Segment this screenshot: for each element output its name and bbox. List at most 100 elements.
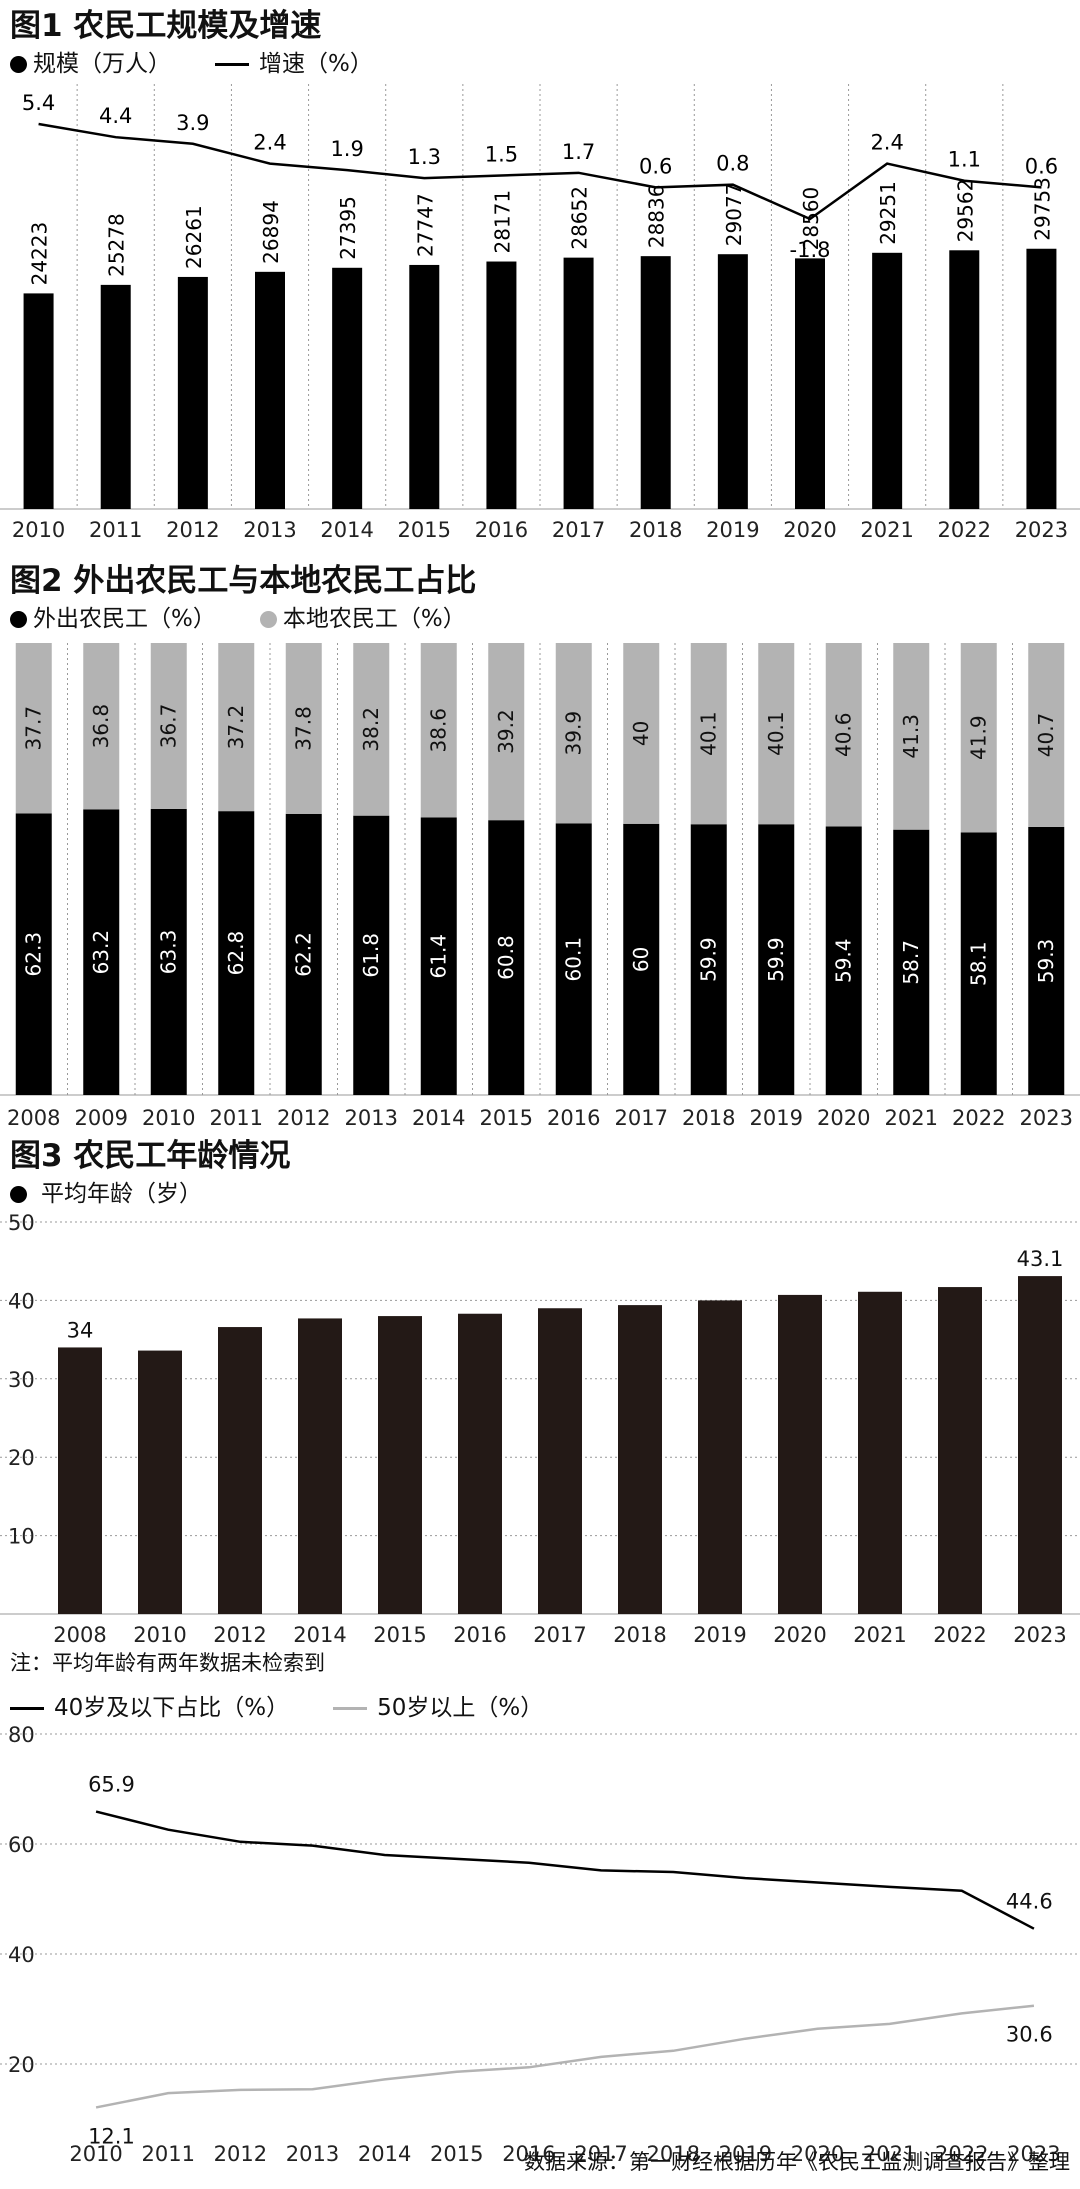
fig3-panel: 图3 农民工年龄情况 平均年龄（岁） 10 20 30 40 50 2008 34 2010 2… (0, 1130, 1080, 1690)
bar-value-label: 41.3 (899, 714, 923, 759)
x-tick-label: 2015 (398, 518, 451, 542)
bar (138, 1350, 182, 1614)
series-line (95, 1810, 1035, 1930)
line-value-label: 30.6 (1006, 2023, 1053, 2047)
bar (298, 1318, 342, 1614)
x-tick-label: 2012 (214, 2142, 267, 2166)
line-value-label: 1.9 (330, 137, 363, 161)
fig2-legend-a: 外出农民工（%） (10, 605, 216, 633)
y-tick-label: 50 (8, 1211, 35, 1235)
bar-local (15, 643, 52, 814)
x-tick-label: 2022 (933, 1623, 986, 1647)
bar (618, 1305, 662, 1614)
x-tick-label: 2021 (860, 518, 913, 542)
bar (858, 1291, 902, 1614)
bar-outgoing (15, 813, 52, 1095)
fig2-chart: 62.3 37.7 2008 63.2 36.8 2009 63.3 36.7 2010 62.8… (0, 643, 1080, 1130)
fig2-panel: 图2 外出农民工与本地农民工占比 外出农民工（%） 本地农民工（%） 62.3 3… (0, 555, 1080, 1130)
bar-value-label: 36.8 (89, 704, 113, 749)
x-tick-label: 2016 (453, 1623, 506, 1647)
x-tick-label: 2019 (693, 1623, 746, 1647)
y-tick-label: 40 (8, 1943, 35, 1967)
fig3-note: 注：平均年龄有两年数据未检索到 (10, 1651, 325, 1675)
bar-local (285, 643, 322, 814)
bar-value-label: 38.2 (359, 707, 383, 752)
fig4-legend-a-label: 40岁及以下占比（%） (54, 1695, 290, 1721)
bar-value-label: 40.1 (764, 711, 788, 756)
fig2-legend-b-label: 本地农民工（%） (282, 606, 466, 632)
x-tick-label: 2019 (750, 1106, 803, 1130)
bar-value-label: 58.1 (967, 941, 991, 986)
fig4-chart: 20 40 60 80 2010 2011 2012 2013 2014 2015 2016 2017… (0, 1723, 1080, 2166)
bar (538, 1308, 582, 1614)
bar-value-label: 62.2 (292, 932, 316, 977)
bar (409, 264, 440, 509)
x-tick-label: 2020 (817, 1106, 870, 1130)
bar-value-label: 37.2 (224, 705, 248, 750)
x-tick-label: 2021 (853, 1623, 906, 1647)
bar-value-label: 60 (629, 947, 653, 972)
bar-value-label: 28171 (490, 190, 514, 254)
line-value-label: 44.6 (1006, 1890, 1053, 1914)
fig1-legend-bar: 规模（万人） (10, 50, 171, 78)
x-tick-label: 2022 (952, 1106, 1005, 1130)
bar-local (83, 643, 120, 810)
x-tick-label: 2013 (286, 2142, 339, 2166)
y-tick-label: 20 (8, 2053, 35, 2077)
x-tick-label: 2014 (412, 1106, 465, 1130)
x-tick-label: 2020 (773, 1623, 826, 1647)
x-tick-label: 2017 (533, 1623, 586, 1647)
bar-value-label: 29562 (953, 179, 977, 243)
legend-line-icon (333, 1706, 368, 1710)
bar (177, 276, 208, 509)
bar-local (555, 643, 592, 824)
fig4-legend: 40岁及以下占比（%） 50岁以上（%） (10, 1694, 587, 1722)
legend-dot-icon (10, 55, 27, 73)
line-value-label: 65.9 (88, 1773, 135, 1797)
line-value-label: 2.4 (253, 131, 286, 155)
fig2-legend-b: 本地农民工（%） (259, 605, 466, 633)
x-tick-label: 2023 (1020, 1106, 1073, 1130)
x-tick-label: 2023 (1015, 518, 1068, 542)
bar (458, 1313, 502, 1614)
x-tick-label: 2008 (7, 1106, 60, 1130)
source-note: 数据来源：第一财经根据历年《农民工监测调查报告》整理 (524, 2150, 1070, 2174)
x-tick-label: 2011 (210, 1106, 263, 1130)
growth-line (38, 122, 1042, 221)
line-value-label: 1.1 (948, 148, 981, 172)
bar (698, 1300, 742, 1614)
bar (332, 267, 363, 509)
x-tick-label: 2017 (615, 1106, 668, 1130)
bar-outgoing (758, 824, 795, 1095)
line-value-label: 1.7 (562, 140, 595, 164)
y-tick-label: 40 (8, 1289, 35, 1313)
bar-outgoing (83, 809, 120, 1095)
bar-value-label: 37.7 (22, 706, 46, 751)
x-tick-label: 2021 (863, 2142, 916, 2166)
bar-value-label: 59.3 (1034, 939, 1058, 984)
x-tick-label: 2023 (1013, 1623, 1066, 1647)
bar-outgoing (150, 808, 187, 1095)
line-value-label: 0.8 (716, 152, 749, 176)
x-tick-label: 2011 (89, 518, 142, 542)
x-tick-label: 2012 (277, 1106, 330, 1130)
bar-value-label: 59.9 (697, 937, 721, 982)
bar-value-label: 63.3 (157, 930, 181, 975)
bar-value-label: 26894 (259, 200, 283, 264)
bar-outgoing (893, 829, 930, 1095)
bar (100, 284, 131, 509)
line-value-label: 3.9 (176, 111, 209, 135)
bar-value-label: 28836 (645, 185, 669, 249)
fig3-chart: 10 20 30 40 50 2008 34 2010 2012 2014 2015 2016 2017… (0, 1211, 1080, 1647)
x-tick-label: 2017 (552, 518, 605, 542)
bar (1026, 248, 1057, 510)
x-tick-label: 2021 (885, 1106, 938, 1130)
line-value-label: 1.5 (485, 142, 518, 166)
y-tick-label: 30 (8, 1368, 35, 1392)
x-tick-label: 2016 (475, 518, 528, 542)
x-tick-label: 2008 (53, 1623, 106, 1647)
fig1-legend-bar-label: 规模（万人） (33, 51, 171, 77)
line-value-label: 2.4 (870, 131, 903, 155)
line-value-label: -1.8 (790, 238, 831, 262)
bar-value-label: 60.1 (562, 937, 586, 982)
